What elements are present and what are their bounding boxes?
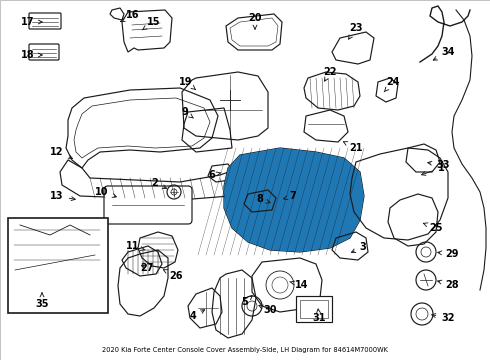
Text: 34: 34: [433, 47, 455, 60]
Text: 3: 3: [351, 242, 367, 252]
Text: 30: 30: [259, 305, 277, 315]
Text: 21: 21: [343, 142, 363, 153]
Text: 18: 18: [21, 50, 42, 60]
Text: 12: 12: [50, 147, 73, 159]
Text: 10: 10: [95, 187, 117, 197]
Text: 33: 33: [428, 160, 450, 170]
Text: 27: 27: [140, 263, 154, 273]
Text: 8: 8: [257, 194, 270, 204]
Text: 24: 24: [384, 77, 400, 92]
Text: 7: 7: [284, 191, 296, 201]
Text: 15: 15: [142, 17, 161, 30]
Text: 17: 17: [21, 17, 42, 27]
Polygon shape: [224, 148, 364, 252]
Bar: [296, 296, 332, 322]
Text: 2: 2: [151, 178, 167, 189]
Text: 14: 14: [290, 280, 309, 290]
Text: 5: 5: [242, 296, 252, 307]
Text: 4: 4: [190, 310, 205, 321]
Text: 22: 22: [323, 67, 337, 81]
Text: 11: 11: [126, 241, 145, 251]
Text: 1: 1: [421, 163, 444, 175]
Text: 20: 20: [248, 13, 262, 29]
Text: 26: 26: [163, 270, 183, 281]
Text: 31: 31: [312, 309, 326, 323]
FancyBboxPatch shape: [104, 186, 192, 224]
Text: 13: 13: [50, 191, 75, 201]
FancyBboxPatch shape: [29, 44, 59, 60]
Bar: [300, 300, 328, 318]
Text: 35: 35: [35, 293, 49, 309]
Text: 2020 Kia Forte Center Console Cover Assembly-Side, LH Diagram for 84614M7000WK: 2020 Kia Forte Center Console Cover Asse…: [102, 347, 388, 353]
Text: 29: 29: [438, 249, 459, 259]
Text: 28: 28: [438, 280, 459, 290]
Text: 19: 19: [179, 77, 196, 90]
Text: 23: 23: [348, 23, 363, 39]
Text: 25: 25: [423, 223, 443, 233]
Text: 6: 6: [209, 170, 221, 180]
Text: 32: 32: [432, 313, 455, 323]
FancyBboxPatch shape: [29, 13, 61, 29]
Bar: [8, 218, 108, 313]
Text: 16: 16: [121, 10, 140, 22]
Text: 9: 9: [182, 107, 194, 118]
